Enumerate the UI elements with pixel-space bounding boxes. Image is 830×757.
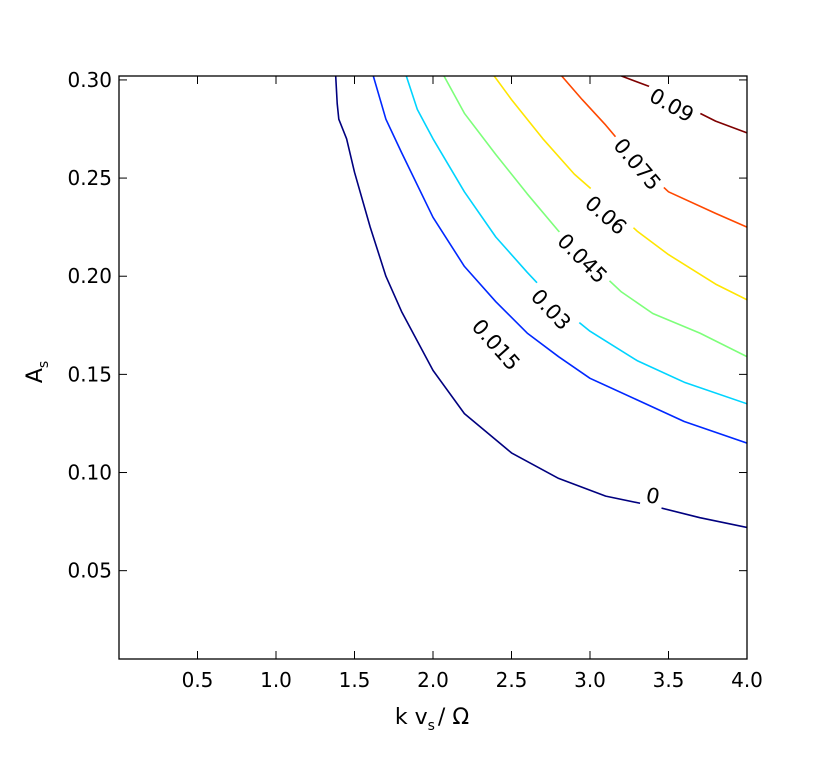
- contour-label-group: 0.075: [603, 128, 671, 201]
- y-tick-label: 0.25: [67, 166, 112, 190]
- x-tick-label: 4.0: [731, 668, 763, 692]
- y-tick-label: 0.05: [67, 559, 112, 583]
- contour-label-backdrop: [639, 78, 704, 132]
- contour-line-0_015: [372, 76, 747, 444]
- y-tick-label: 0.20: [67, 264, 112, 288]
- contour-label-backdrop: [462, 309, 530, 381]
- x-tick-label: 3.0: [574, 668, 606, 692]
- y-axis-ticks: 0.05 0.10 0.15 0.20 0.25 0.30: [67, 68, 747, 583]
- x-tick-label: 1.0: [260, 668, 292, 692]
- y-tick-label: 0.15: [67, 362, 112, 386]
- contour-label-backdrop: [639, 480, 667, 513]
- x-axis-ticks: 0.5 1.0 1.5 2.0 2.5 3.0 3.5 4.0: [182, 76, 763, 692]
- contour-label-group: 0.03: [520, 278, 581, 341]
- contour-label-backdrop: [520, 278, 581, 341]
- x-tick-label: 3.5: [653, 668, 685, 692]
- contour-label: 0.045: [552, 229, 611, 288]
- x-tick-label: 1.5: [339, 668, 371, 692]
- contour-line-0_03: [405, 76, 747, 405]
- contour-label: 0.015: [467, 314, 525, 375]
- y-tick-label: 0.30: [67, 68, 112, 92]
- contour-label: 0: [644, 483, 662, 509]
- y-axis-label: As: [23, 361, 52, 383]
- contour-label-backdrop: [603, 128, 671, 201]
- x-tick-label: 0.5: [182, 668, 214, 692]
- y-tick-label: 0.10: [67, 461, 112, 485]
- contour-label-backdrop: [547, 223, 617, 294]
- contour-label-group: 0: [639, 480, 667, 513]
- x-axis-label: k vs / Ω: [395, 705, 469, 734]
- contour-line-0_06: [493, 76, 747, 301]
- contour-label-backdrop: [574, 185, 637, 246]
- x-tick-label: 2.5: [496, 668, 528, 692]
- contour-label-group: 0.015: [462, 309, 530, 381]
- x-tick-label: 2.0: [417, 668, 449, 692]
- contour-label-group: 0.09: [639, 78, 704, 132]
- contour-label-group: 0.06: [574, 185, 637, 246]
- contour-line-0: [334, 76, 747, 529]
